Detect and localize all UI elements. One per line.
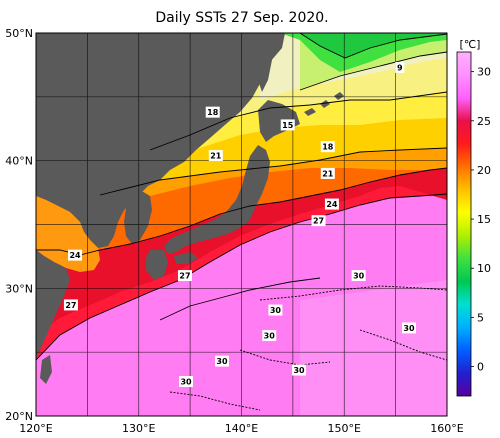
contour-label: 18 xyxy=(320,141,335,153)
contour-label: 30 xyxy=(262,330,277,342)
contour-label: 21 xyxy=(320,167,335,179)
svg-text:30: 30 xyxy=(293,366,305,375)
lat-tick-label: 50°N xyxy=(5,27,33,40)
svg-text:30: 30 xyxy=(216,357,228,366)
contour-label: 27 xyxy=(177,270,192,282)
colorbar-scale xyxy=(456,51,472,397)
colorbar-tick-label: 5 xyxy=(477,311,484,324)
contour-label: 30 xyxy=(268,304,283,316)
svg-text:18: 18 xyxy=(207,108,219,117)
svg-text:24: 24 xyxy=(69,251,81,260)
svg-text:30: 30 xyxy=(270,306,282,315)
contour-label: 30 xyxy=(292,364,307,376)
map-frame xyxy=(35,32,448,417)
contour-label: 30 xyxy=(214,355,229,367)
contour-label: 15 xyxy=(280,119,295,131)
longitude-labels: 120°E 130°E 140°E 150°E 160°E xyxy=(19,422,463,435)
land-mass xyxy=(36,33,344,384)
svg-text:9: 9 xyxy=(397,63,403,72)
contour-label: 24 xyxy=(68,249,83,261)
lon-tick-label: 130°E xyxy=(122,422,155,435)
isotherm-lines xyxy=(36,33,447,411)
lon-tick-label: 140°E xyxy=(225,422,258,435)
lat-tick-label: 20°N xyxy=(5,410,33,423)
contour-label: 27 xyxy=(311,215,326,227)
contour-label: 30 xyxy=(351,270,366,282)
svg-text:27: 27 xyxy=(179,272,190,281)
svg-text:30: 30 xyxy=(403,324,415,333)
contour-label: 24 xyxy=(324,198,339,210)
svg-text:27: 27 xyxy=(65,301,76,310)
svg-text:30: 30 xyxy=(353,272,365,281)
svg-text:27: 27 xyxy=(313,217,324,226)
lon-tick-label: 120°E xyxy=(19,422,52,435)
svg-text:15: 15 xyxy=(282,121,294,130)
contour-label: 18 xyxy=(205,106,220,118)
lat-tick-label: 30°N xyxy=(5,282,33,295)
colorbar-tick-label: 0 xyxy=(477,361,484,374)
contour-label: 27 xyxy=(63,299,78,311)
colorbar: [℃] 30 25 20 15 10 5 0 xyxy=(456,38,491,397)
contour-label: 30 xyxy=(401,322,416,334)
svg-text:18: 18 xyxy=(322,143,334,152)
colorbar-tick-label: 15 xyxy=(477,213,491,226)
lon-tick-label: 160°E xyxy=(430,422,463,435)
lat-tick-label: 40°N xyxy=(5,155,33,168)
svg-text:30: 30 xyxy=(264,332,276,341)
colorbar-tick-label: 10 xyxy=(477,262,491,275)
svg-text:30: 30 xyxy=(180,378,192,387)
sst-field xyxy=(36,33,447,416)
svg-text:24: 24 xyxy=(326,200,338,209)
contour-label: 9 xyxy=(395,61,405,73)
colorbar-tick-label: 20 xyxy=(477,164,491,177)
graticule xyxy=(36,33,447,416)
colorbar-tick-label: 30 xyxy=(477,66,491,79)
svg-text:21: 21 xyxy=(210,152,222,161)
contour-label: 30 xyxy=(179,376,194,388)
map-title: Daily SSTs 27 Sep. 2020. xyxy=(155,10,328,26)
colorbar-tick-label: 25 xyxy=(477,115,491,128)
colorbar-ticks: 30 25 20 15 10 5 0 xyxy=(471,66,491,374)
lon-tick-label: 150°E xyxy=(328,422,361,435)
contour-label: 21 xyxy=(208,150,223,162)
svg-text:21: 21 xyxy=(322,169,334,178)
colorbar-unit: [℃] xyxy=(460,38,481,51)
latitude-labels: 50°N 40°N 30°N 20°N xyxy=(5,27,33,423)
